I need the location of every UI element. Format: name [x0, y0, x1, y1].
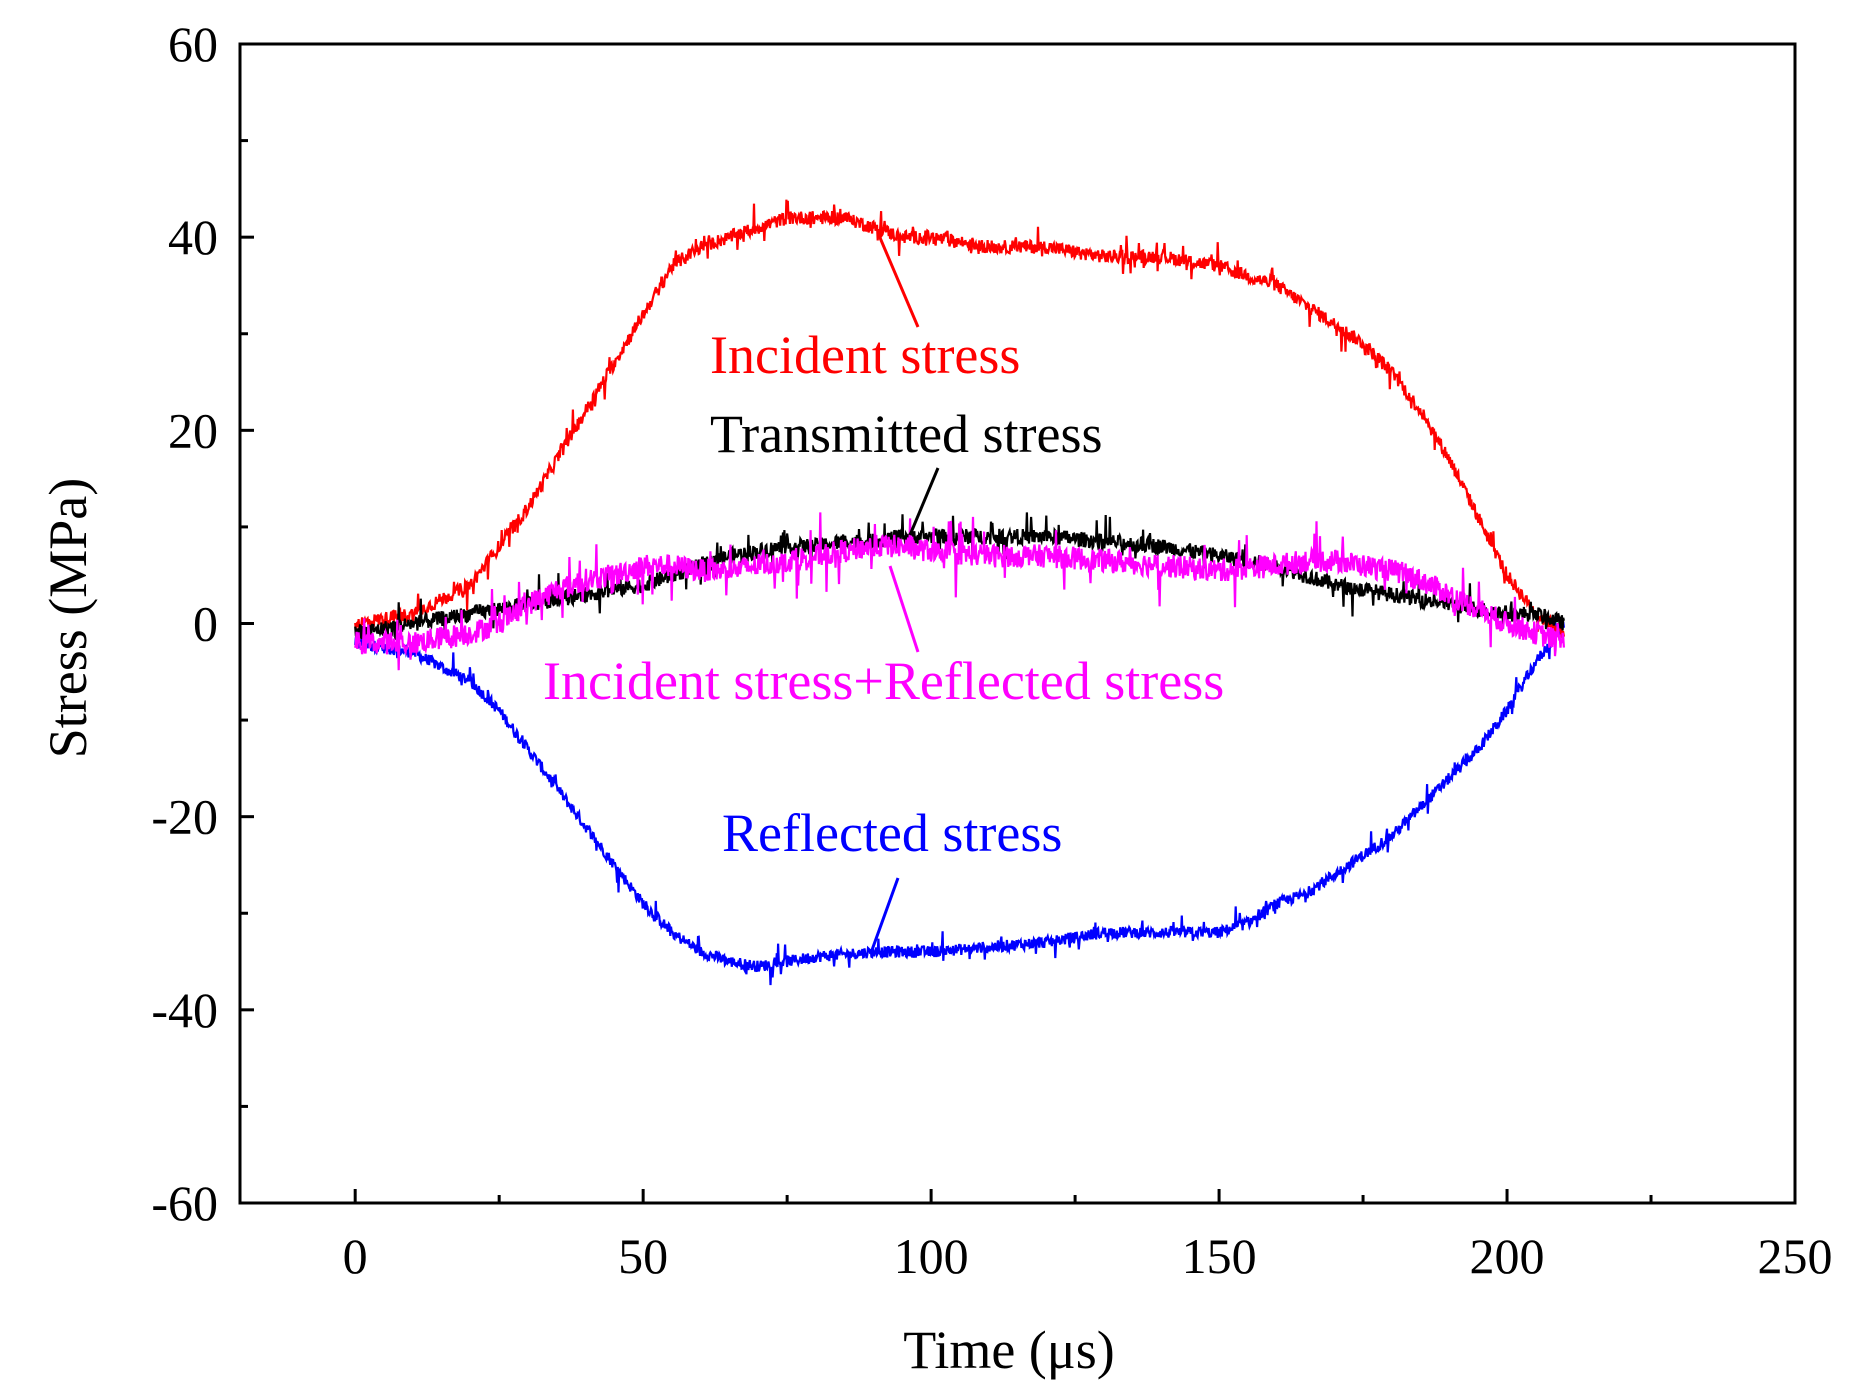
x-tick-label: 200 — [1470, 1228, 1545, 1284]
series-0-line — [354, 199, 1565, 639]
y-tick-label: 40 — [168, 209, 218, 265]
y-tick-label: 60 — [168, 16, 218, 72]
leader-layer — [870, 232, 940, 951]
series-2-line — [354, 512, 1565, 671]
x-tick-label: 50 — [618, 1228, 668, 1284]
x-axis-title: Time (μs) — [903, 1320, 1115, 1380]
sum-stress-label: Incident stress+Reflected stress — [543, 651, 1224, 711]
tick-layer: 0 50 100 150 200 250 -60 -40 -20 0 20 40 60 — [151, 16, 1832, 1284]
y-axis-title: Stress (MPa) — [38, 478, 98, 759]
series-3-line — [354, 616, 1565, 986]
transmitted-leader-line — [908, 467, 940, 536]
reflected-stress-label: Reflected stress — [722, 803, 1062, 863]
series-layer — [354, 199, 1565, 986]
incident-stress-label: Incident stress — [710, 325, 1020, 385]
x-tick-label: 250 — [1758, 1228, 1833, 1284]
sum-leader-line — [888, 565, 920, 653]
incident-leader-line — [876, 232, 920, 328]
x-tick-label: 150 — [1182, 1228, 1257, 1284]
y-tick-label: -40 — [151, 982, 218, 1038]
y-tick-label: -60 — [151, 1175, 218, 1231]
y-tick-label: 0 — [193, 596, 218, 652]
x-tick-label: 0 — [343, 1228, 368, 1284]
y-tick-label: -20 — [151, 789, 218, 845]
y-tick-label: 20 — [168, 402, 218, 458]
x-tick-label: 100 — [894, 1228, 969, 1284]
transmitted-stress-label: Transmitted stress — [710, 404, 1103, 464]
reflected-leader-line — [870, 877, 900, 951]
